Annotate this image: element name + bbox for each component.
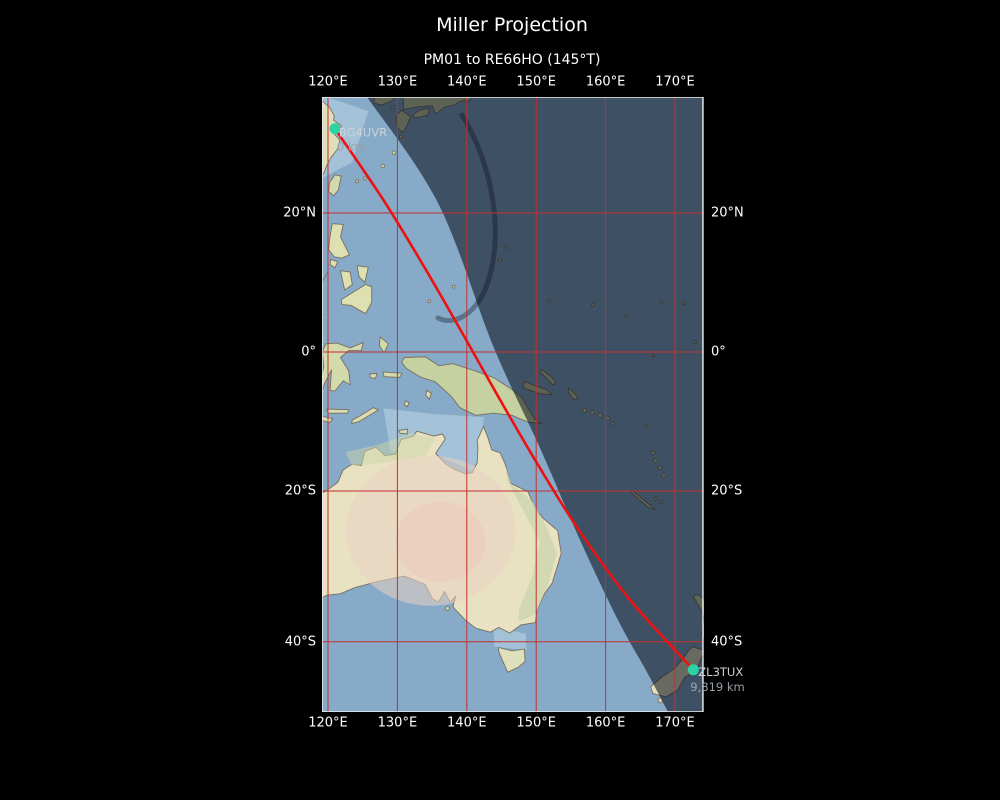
land-aru [425,389,432,400]
great-circle-path [333,127,695,672]
land-tasmania [498,647,526,673]
land-panay-negros [340,270,353,291]
island-yap [451,284,456,289]
island-kangaroo-island [444,606,450,611]
tick-bottom-140e: 140°E [447,715,487,731]
tick-right-20n: 20°N [711,205,744,221]
tick-top-150e: 150°E [516,74,556,90]
origin-callsign-label: BG4UVR [339,126,387,140]
land-new-guinea [401,356,543,425]
land-samar [356,265,369,283]
tick-top-130e: 130°E [377,74,418,90]
tint-australia-north-green [345,433,436,467]
tick-right-40s: 40°S [711,634,743,650]
tick-top-120e: 120°E [308,74,348,90]
tick-left-20s: 20°S [284,483,316,499]
land-sumba [322,415,334,424]
tick-top-170e: 170°E [655,74,695,90]
tick-bottom-120e: 120°E [308,715,348,731]
tick-top-160e: 160°E [585,74,626,90]
night-overlay [367,97,703,712]
tick-top-140e: 140°E [447,74,487,90]
land-halmahera [378,336,389,354]
destination-distance-label: 9,819 km [690,680,744,694]
land-seram [382,371,403,378]
land-flores [326,408,350,414]
land-mindanao [340,284,373,315]
tick-bottom-170e: 170°E [655,715,695,731]
route-subtitle: PM01 to RE66HO (145°T) [423,52,601,68]
island-amami [391,150,397,155]
tick-left-40s: 40°S [284,634,316,650]
tick-right-0: 0° [711,344,726,360]
destination-callsign-label: ZL3TUX [698,665,743,679]
page-title: Miller Projection [436,14,588,36]
tick-left-20n: 20°N [283,205,316,221]
tick-left-0: 0° [301,344,316,360]
tick-bottom-150e: 150°E [516,715,556,731]
axes-frame [322,97,704,712]
land-mindoro [329,259,339,269]
land-buru [369,372,378,380]
land-melville-island [398,428,409,435]
tint-australia-center-pink [395,501,486,582]
tint-australia-east-green [505,466,557,622]
land-taiwan [328,174,342,197]
island-ishigaki [355,179,360,184]
shallow-bass-strait [493,627,527,650]
land-tanimbar [403,400,410,408]
land-palawan [322,272,328,284]
origin-distance-label: 0 km [337,140,366,154]
tick-right-20s: 20°S [711,483,743,499]
tick-bottom-160e: 160°E [585,715,626,731]
marker-origin [329,123,341,135]
land-luzon [328,223,350,259]
island-palau [427,299,432,304]
marker-destination [687,664,699,676]
island-miyako [362,176,367,181]
island-okinawa [380,163,385,169]
land-sulawesi [322,341,364,392]
outside-mask [703,97,778,712]
land-timor [351,407,380,425]
tick-bottom-130e: 130°E [377,715,418,731]
